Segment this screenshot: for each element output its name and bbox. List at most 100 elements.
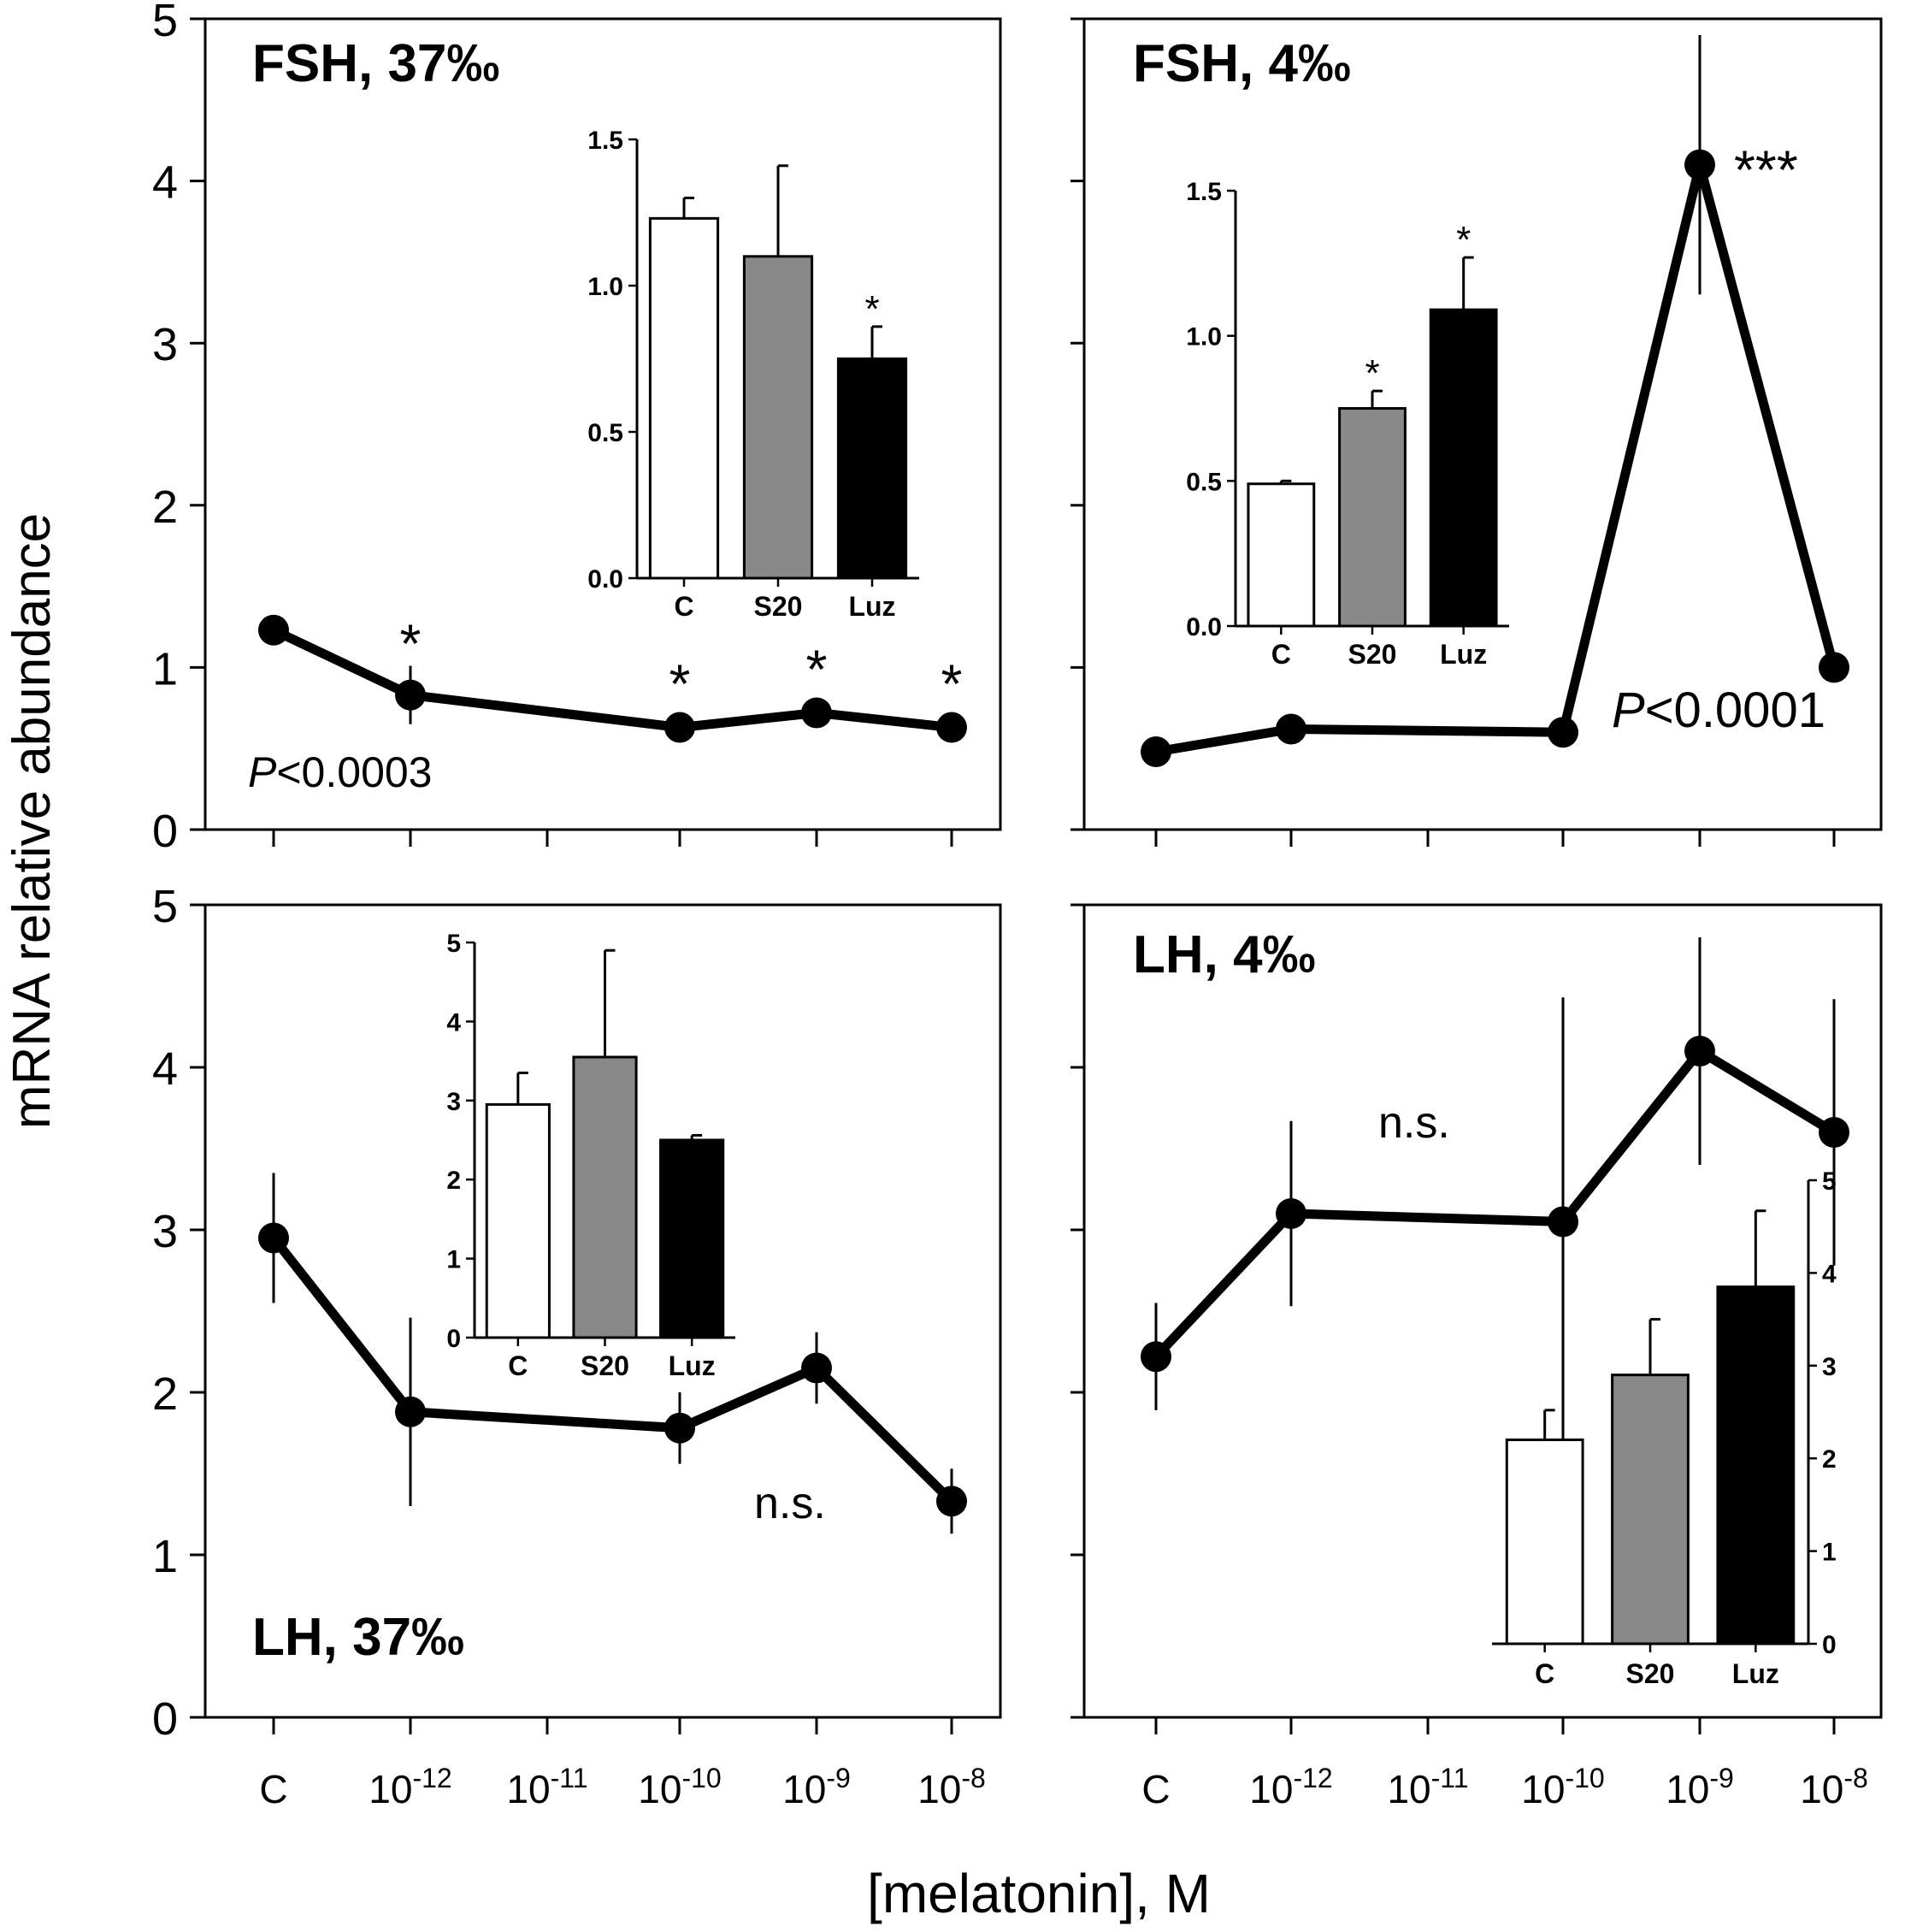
significance-marker: * bbox=[941, 653, 963, 715]
data-point bbox=[258, 614, 289, 646]
x-tick-label: 10-11 bbox=[506, 1763, 587, 1811]
data-point bbox=[258, 1222, 289, 1254]
data-point bbox=[664, 712, 695, 743]
significance-marker: * bbox=[806, 638, 828, 700]
inset-y-tick-label: 5 bbox=[1822, 1167, 1837, 1196]
inset-bar-luz bbox=[1716, 1285, 1796, 1645]
inset-y-tick-label: 1.0 bbox=[587, 273, 623, 301]
inset-bar-c bbox=[1247, 482, 1316, 628]
inset-y-tick-label: 0 bbox=[1822, 1631, 1837, 1659]
x-tick-label: 10-10 bbox=[638, 1763, 721, 1811]
inset-bar-s20 bbox=[572, 1055, 638, 1339]
panel-bottom-left: 0 1 2 3 4 5 C 10-12 10-11 10-10 10-9 10-8 LH, 37‰ n.s… bbox=[152, 881, 1002, 1811]
inset-x-tick-label: Luz bbox=[1732, 1658, 1779, 1689]
y-tick-label: 2 bbox=[152, 1368, 178, 1420]
panel-top-left: 0 1 2 3 4 5 FSH, 37‰ P<0.0003 * * * * 0.0 0.5 1.0 1.5 C S… bbox=[152, 0, 1002, 857]
data-point bbox=[1819, 652, 1849, 683]
data-point bbox=[1819, 1117, 1849, 1148]
data-point bbox=[1276, 1198, 1306, 1229]
plot-frame bbox=[203, 903, 1002, 1719]
x-axis-label: [melatonin], M bbox=[867, 1863, 1211, 1924]
y-tick-label: 0 bbox=[152, 806, 178, 857]
data-point bbox=[395, 1396, 426, 1427]
x-tick-label: 10-11 bbox=[1387, 1763, 1468, 1811]
data-point bbox=[1141, 736, 1171, 767]
inset-bar-chart: 0.0 0.5 1.0 1.5 C * S20 * Luz bbox=[1186, 178, 1509, 670]
panel-bottom-right: C 10-12 10-11 10-10 10-9 10-8 LH, 4‰ n.s. 0 1 2 3 4 5… bbox=[1070, 903, 1883, 1811]
inset-y-tick-label: 3 bbox=[1822, 1353, 1837, 1381]
inset-y-tick-label: 5 bbox=[446, 930, 461, 958]
inset-x-tick-label: Luz bbox=[848, 591, 895, 622]
inset-bar-c bbox=[648, 216, 720, 580]
data-point bbox=[801, 697, 832, 729]
x-tick-label: 10-9 bbox=[1666, 1763, 1734, 1811]
y-axis-label: mRNA relative abundance bbox=[3, 513, 62, 1129]
inset-bar-luz bbox=[659, 1138, 725, 1339]
stat-annotation: P<0.0003 bbox=[248, 748, 433, 796]
data-point bbox=[1141, 1341, 1171, 1373]
inset-y-tick-label: 2 bbox=[1822, 1445, 1837, 1474]
inset-x-tick-label: C bbox=[1535, 1658, 1554, 1689]
inset-y-tick-label: 3 bbox=[446, 1088, 461, 1116]
inset-bar-chart: 0 1 2 3 4 5 C S20 Luz bbox=[446, 930, 735, 1381]
x-tick-label: 10-12 bbox=[369, 1763, 451, 1811]
y-tick-label: 1 bbox=[152, 1531, 178, 1582]
inset-bar-chart: 0 1 2 3 4 5 C S20 Luz bbox=[1492, 1167, 1837, 1689]
inset-bar-chart: 0.0 0.5 1.0 1.5 C S20 * Luz bbox=[587, 127, 919, 622]
data-point bbox=[1684, 1036, 1715, 1066]
y-tick-label: 4 bbox=[152, 157, 178, 209]
inset-y-tick-label: 4 bbox=[1822, 1260, 1837, 1288]
x-tick-label: 10-9 bbox=[782, 1763, 851, 1811]
data-point bbox=[1276, 713, 1306, 745]
x-tick-label: 10-12 bbox=[1249, 1763, 1332, 1811]
inset-bar-luz bbox=[1429, 308, 1498, 628]
inset-x-tick-label: C bbox=[508, 1350, 528, 1381]
stat-annotation: P<0.0001 bbox=[1612, 682, 1825, 738]
inset-y-tick-label: 1.5 bbox=[1186, 178, 1222, 206]
data-point bbox=[1548, 717, 1578, 748]
x-tick-label: C bbox=[1141, 1767, 1170, 1811]
x-tick-label: C bbox=[259, 1767, 287, 1811]
inset-y-tick-label: 4 bbox=[446, 1008, 461, 1037]
inset-x-tick-label: C bbox=[674, 591, 693, 622]
x-tick-label: 10-10 bbox=[1521, 1763, 1604, 1811]
y-tick-label: 5 bbox=[152, 0, 178, 46]
data-point bbox=[936, 1486, 967, 1517]
inset-significance-marker: * bbox=[864, 288, 879, 330]
inset-significance-marker: * bbox=[1365, 352, 1379, 394]
series-line bbox=[271, 625, 952, 733]
panel-title: LH, 4‰ bbox=[1133, 925, 1316, 984]
inset-x-tick-label: S20 bbox=[581, 1350, 629, 1381]
inset-bar-s20 bbox=[1338, 407, 1407, 628]
inset-y-tick-label: 0.0 bbox=[587, 565, 623, 594]
x-tick-label: 10-8 bbox=[917, 1763, 986, 1811]
y-tick-label: 2 bbox=[152, 482, 178, 533]
y-tick-label: 4 bbox=[152, 1043, 178, 1095]
significance-marker: *** bbox=[1734, 139, 1798, 201]
y-tick-label: 1 bbox=[152, 643, 178, 694]
inset-y-tick-label: 1.0 bbox=[1186, 323, 1222, 352]
inset-x-tick-label: S20 bbox=[754, 591, 803, 622]
panel-title: FSH, 37‰ bbox=[252, 34, 499, 93]
inset-bar-c bbox=[1505, 1439, 1584, 1645]
y-tick-label: 3 bbox=[152, 1206, 178, 1257]
panel-title: LH, 37‰ bbox=[252, 1608, 464, 1667]
y-tick-label: 3 bbox=[152, 319, 178, 370]
stat-annotation: n.s. bbox=[754, 1479, 826, 1528]
inset-y-tick-label: 0 bbox=[446, 1325, 461, 1353]
inset-x-tick-label: Luz bbox=[669, 1350, 716, 1381]
inset-x-tick-label: S20 bbox=[1626, 1658, 1675, 1689]
inset-y-tick-label: 1.5 bbox=[587, 127, 623, 155]
inset-y-tick-label: 1 bbox=[1822, 1539, 1837, 1567]
inset-significance-marker: * bbox=[1456, 219, 1471, 261]
inset-bar-s20 bbox=[742, 255, 814, 580]
inset-y-tick-label: 1 bbox=[446, 1246, 461, 1274]
panel-title: FSH, 4‰ bbox=[1133, 34, 1351, 93]
y-tick-label: 0 bbox=[152, 1693, 178, 1745]
significance-marker: * bbox=[400, 613, 422, 675]
plot-frame bbox=[1082, 903, 1883, 1719]
y-tick-label: 5 bbox=[152, 881, 178, 932]
data-point bbox=[936, 712, 967, 743]
inset-y-tick-label: 2 bbox=[446, 1167, 461, 1195]
